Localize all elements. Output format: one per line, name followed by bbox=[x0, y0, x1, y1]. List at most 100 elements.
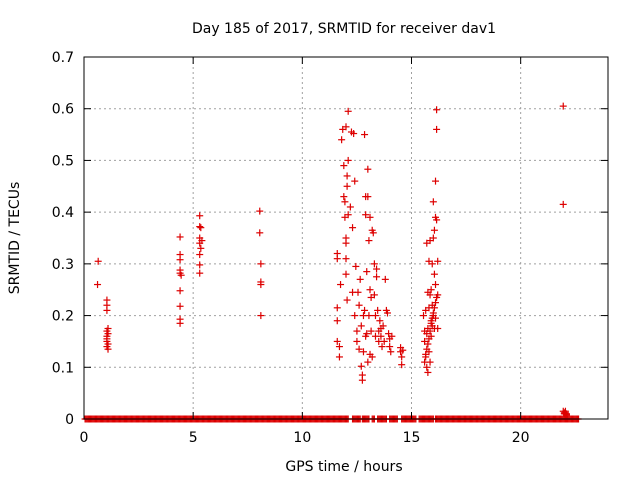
data-point bbox=[340, 162, 348, 170]
data-point bbox=[364, 165, 372, 173]
data-point bbox=[362, 211, 370, 219]
data-point bbox=[379, 322, 387, 330]
data-point bbox=[344, 156, 352, 164]
data-point bbox=[333, 255, 341, 263]
data-point bbox=[359, 348, 367, 356]
data-point bbox=[376, 317, 384, 325]
data-points bbox=[94, 102, 571, 419]
data-point bbox=[341, 198, 349, 206]
data-point bbox=[342, 270, 350, 278]
data-point bbox=[427, 319, 435, 327]
data-point bbox=[356, 275, 364, 283]
data-point bbox=[196, 261, 204, 269]
y-tick-label: 0.4 bbox=[52, 205, 74, 221]
data-point bbox=[351, 177, 359, 185]
data-point bbox=[176, 256, 184, 264]
data-point bbox=[342, 239, 350, 247]
data-point bbox=[364, 193, 372, 201]
y-tick-label: 0.3 bbox=[52, 257, 74, 273]
data-point bbox=[351, 312, 359, 320]
data-point bbox=[346, 203, 354, 211]
data-point bbox=[197, 244, 205, 252]
data-point bbox=[429, 234, 437, 242]
data-point bbox=[340, 193, 348, 201]
data-point bbox=[423, 345, 431, 353]
data-point bbox=[363, 268, 371, 276]
data-point bbox=[388, 332, 396, 340]
data-point bbox=[335, 343, 343, 351]
data-point bbox=[94, 257, 102, 265]
data-point bbox=[343, 172, 351, 180]
data-point bbox=[257, 281, 265, 289]
data-point bbox=[338, 136, 346, 144]
data-point bbox=[333, 317, 341, 325]
data-point bbox=[353, 337, 361, 345]
grid bbox=[84, 57, 608, 419]
x-tick-label: 15 bbox=[403, 430, 421, 446]
data-point bbox=[176, 233, 184, 241]
data-point bbox=[374, 306, 382, 314]
data-point bbox=[371, 312, 379, 320]
data-point bbox=[363, 330, 371, 338]
data-point bbox=[370, 291, 378, 299]
data-point bbox=[177, 271, 185, 279]
data-point bbox=[430, 304, 438, 312]
x-tick-label: 5 bbox=[189, 430, 198, 446]
data-point bbox=[430, 226, 438, 234]
data-point bbox=[361, 306, 369, 314]
data-point bbox=[342, 255, 350, 263]
data-point bbox=[429, 198, 437, 206]
y-tick-label: 0.5 bbox=[52, 153, 74, 169]
data-point bbox=[432, 177, 440, 185]
y-tick-label: 0 bbox=[65, 412, 74, 428]
data-point bbox=[196, 223, 204, 231]
data-point bbox=[176, 287, 184, 295]
data-point bbox=[378, 343, 386, 351]
data-point bbox=[104, 325, 112, 332]
y-tick-label: 0.7 bbox=[52, 50, 74, 66]
y-axis-label: SRMTID / TECUs bbox=[7, 182, 23, 295]
data-point bbox=[361, 131, 369, 139]
plot-frame bbox=[83, 56, 609, 420]
data-point bbox=[349, 224, 357, 232]
data-point bbox=[366, 213, 374, 221]
data-point bbox=[399, 346, 407, 354]
data-point bbox=[344, 107, 352, 115]
data-point bbox=[381, 275, 389, 283]
data-point bbox=[353, 327, 361, 335]
data-point bbox=[196, 251, 204, 259]
data-point bbox=[427, 286, 435, 294]
data-point bbox=[386, 343, 394, 351]
x-tick-label: 10 bbox=[293, 430, 311, 446]
data-point bbox=[365, 312, 373, 320]
data-point bbox=[380, 337, 388, 345]
data-point bbox=[433, 106, 441, 114]
data-point bbox=[367, 327, 375, 335]
data-point bbox=[434, 257, 442, 265]
data-point bbox=[559, 102, 567, 110]
data-point bbox=[355, 345, 363, 353]
data-point bbox=[424, 368, 432, 376]
data-point bbox=[257, 260, 265, 268]
data-point bbox=[428, 260, 436, 268]
y-tick-label: 0.2 bbox=[52, 309, 74, 325]
data-point bbox=[426, 327, 434, 335]
data-point bbox=[430, 270, 438, 278]
data-point bbox=[196, 269, 204, 277]
data-point bbox=[424, 340, 432, 348]
data-point bbox=[257, 312, 265, 320]
data-point bbox=[398, 361, 406, 369]
data-point bbox=[434, 325, 442, 332]
data-point bbox=[387, 348, 395, 356]
data-point bbox=[337, 281, 345, 289]
data-point bbox=[369, 229, 377, 237]
data-point bbox=[198, 237, 206, 245]
x-tick-label: 20 bbox=[512, 430, 530, 446]
data-point bbox=[94, 281, 102, 289]
data-point bbox=[355, 301, 363, 309]
y-tick-label: 0.1 bbox=[52, 360, 74, 376]
data-point bbox=[176, 319, 184, 327]
data-point bbox=[343, 182, 351, 190]
axis-ticks: 0 0.1 0.2 0.3 0.4 0.5 0.6 0.7 0 5 10 15 20 bbox=[52, 50, 608, 446]
data-point bbox=[373, 265, 381, 273]
